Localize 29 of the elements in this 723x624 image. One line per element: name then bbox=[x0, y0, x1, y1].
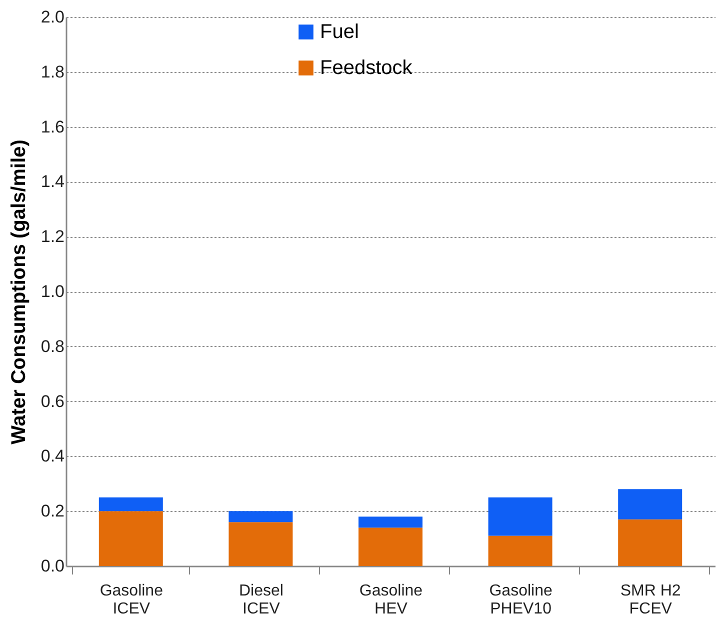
x-tick-label: Gasoline PHEV10 bbox=[489, 582, 552, 618]
bar bbox=[618, 519, 682, 566]
y-tick-label: 2.0 bbox=[40, 8, 64, 26]
bar bbox=[358, 528, 422, 566]
bar bbox=[488, 497, 552, 536]
y-tick-label: 0.2 bbox=[40, 502, 64, 521]
y-tick-label: 0.8 bbox=[40, 336, 64, 356]
x-tick-label: Diesel ICEV bbox=[238, 582, 284, 618]
bar bbox=[228, 511, 293, 522]
x-tick-label: Gasoline HEV bbox=[359, 582, 423, 618]
y-tick-label: 1.0 bbox=[40, 282, 64, 301]
bar bbox=[228, 522, 293, 566]
bar bbox=[358, 516, 422, 528]
x-tick-label: SMR H2 FCEV bbox=[620, 582, 681, 618]
legend-label: Feedstock bbox=[320, 57, 414, 79]
y-tick-label: 1.2 bbox=[40, 227, 64, 246]
y-axis-title: Water Consumptions (gals/mile) bbox=[8, 140, 30, 444]
y-tick-label: 0.0 bbox=[40, 556, 64, 576]
y-tick-label: 1.4 bbox=[40, 172, 64, 192]
legend-label: Fuel bbox=[320, 21, 359, 43]
y-tick-label: 0.4 bbox=[40, 446, 64, 466]
y-tick-label: 0.6 bbox=[40, 392, 64, 411]
bar bbox=[98, 497, 163, 512]
x-tick-label: Gasoline ICEV bbox=[100, 582, 164, 618]
y-tick-label: 1.8 bbox=[40, 62, 64, 82]
bar bbox=[488, 536, 552, 566]
bar bbox=[618, 489, 682, 520]
y-tick-label: 1.6 bbox=[40, 117, 64, 136]
bar bbox=[98, 511, 163, 566]
